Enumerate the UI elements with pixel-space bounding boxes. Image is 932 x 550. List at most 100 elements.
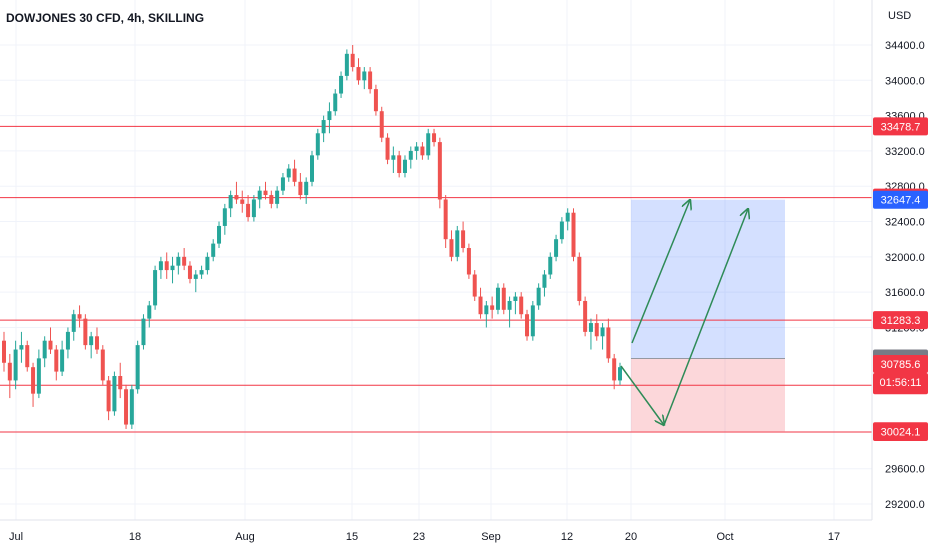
candle-body [513,296,518,301]
candle-body [606,327,611,359]
countdown-tag [873,373,928,392]
candle-body [147,305,152,319]
candle-body [402,159,407,173]
candle-body [228,195,233,209]
candle-body [89,336,94,346]
candle-body [298,181,303,196]
candle-body [478,296,483,315]
y-tick-label: 32400.0 [885,217,925,229]
target-price-tag [873,190,928,209]
candle-body [71,314,76,332]
countdown-text: 01:56:11 [879,377,921,389]
candle-body [350,53,355,68]
candle-body [240,199,245,204]
x-tick-label: 18 [129,531,141,543]
candle-body [583,300,588,332]
y-tick-label: 34000.0 [885,75,925,87]
candle-body [542,274,547,288]
candle-body [246,203,251,218]
candle-body [31,367,36,394]
candle-body [333,93,338,112]
loss-zone[interactable] [631,358,785,432]
candle-body [158,261,163,271]
x-tick-label: 15 [346,531,358,543]
candle-body [124,389,129,425]
projection-arrow-up-1[interactable] [631,200,690,344]
projection-arrow-up-2[interactable] [663,209,748,426]
candle-body [135,345,140,390]
candle-body [77,314,82,319]
candle-body [618,367,622,381]
candle-body [170,265,175,271]
candle-body [251,199,256,218]
candle-body [385,137,390,160]
candle-body [112,376,117,412]
candle-body [362,71,367,81]
candle-body [269,195,274,204]
candle-body [612,358,617,381]
candle-body [275,190,280,204]
level-price-tag-text: 31283.3 [881,315,921,327]
x-tick-label: 12 [561,531,573,543]
last-price-tag [873,355,928,374]
candle-body [292,168,297,182]
candle-body [490,305,495,310]
level-price-tag-text: 33478.7 [881,121,921,133]
grid [0,0,872,520]
chart-title: DOWJONES 30 CFD, 4h, SKILLING [6,11,204,25]
currency-label: USD [888,10,911,22]
profit-zone[interactable] [631,199,785,359]
candle-body [426,133,431,156]
candle-body [100,349,105,381]
candle-body [554,239,559,257]
candle-body [391,155,396,160]
x-tick-label: Oct [716,531,733,543]
candle-body [83,318,88,346]
candle-body [234,195,239,200]
candle-body [36,358,41,394]
candle-body [315,133,320,156]
candle-body [507,300,512,310]
time-axis[interactable]: Jul 18 Aug 15 23 Sep 12 20 Oct 17 [9,531,840,543]
level-price-tag [873,117,928,136]
candle-body [548,256,553,275]
candle-body [373,89,378,112]
candle-body [263,190,268,196]
candle-body [577,256,582,301]
y-tick-label: 33200.0 [885,146,925,158]
candle-body [536,287,541,306]
candle-body [449,239,454,257]
candle-body [211,243,216,257]
candle-body [455,230,460,257]
candle-body [420,146,425,156]
candle-body [437,142,442,200]
last-price-tag-text: 30785.6 [881,359,921,371]
projection-arrow-down[interactable] [620,365,664,425]
candle-body [304,181,309,196]
candle-body [472,274,477,297]
candle-body [379,111,384,138]
x-tick-label: 20 [625,531,637,543]
candle-body [193,274,198,279]
candle-body [13,349,18,381]
candle-body [7,362,12,381]
candle-body [594,323,599,337]
candle-body [484,305,489,315]
candle-body [118,376,123,390]
candle-body [48,340,53,350]
y-tick-label: 29200.0 [885,499,925,511]
long-position-tool[interactable] [631,199,785,432]
level-price-tag [873,311,928,330]
y-tick-label: 29600.0 [885,464,925,476]
candle-body [257,190,262,200]
candle-body [588,323,593,332]
target-price-tag-text: 32647.4 [881,195,921,207]
candle-body [286,168,291,178]
projection-arrows[interactable] [620,200,748,426]
candle-body [525,314,530,337]
x-tick-label: 23 [413,531,425,543]
candle-body [54,349,59,372]
candle-body [65,331,70,350]
candle-body [164,261,169,271]
